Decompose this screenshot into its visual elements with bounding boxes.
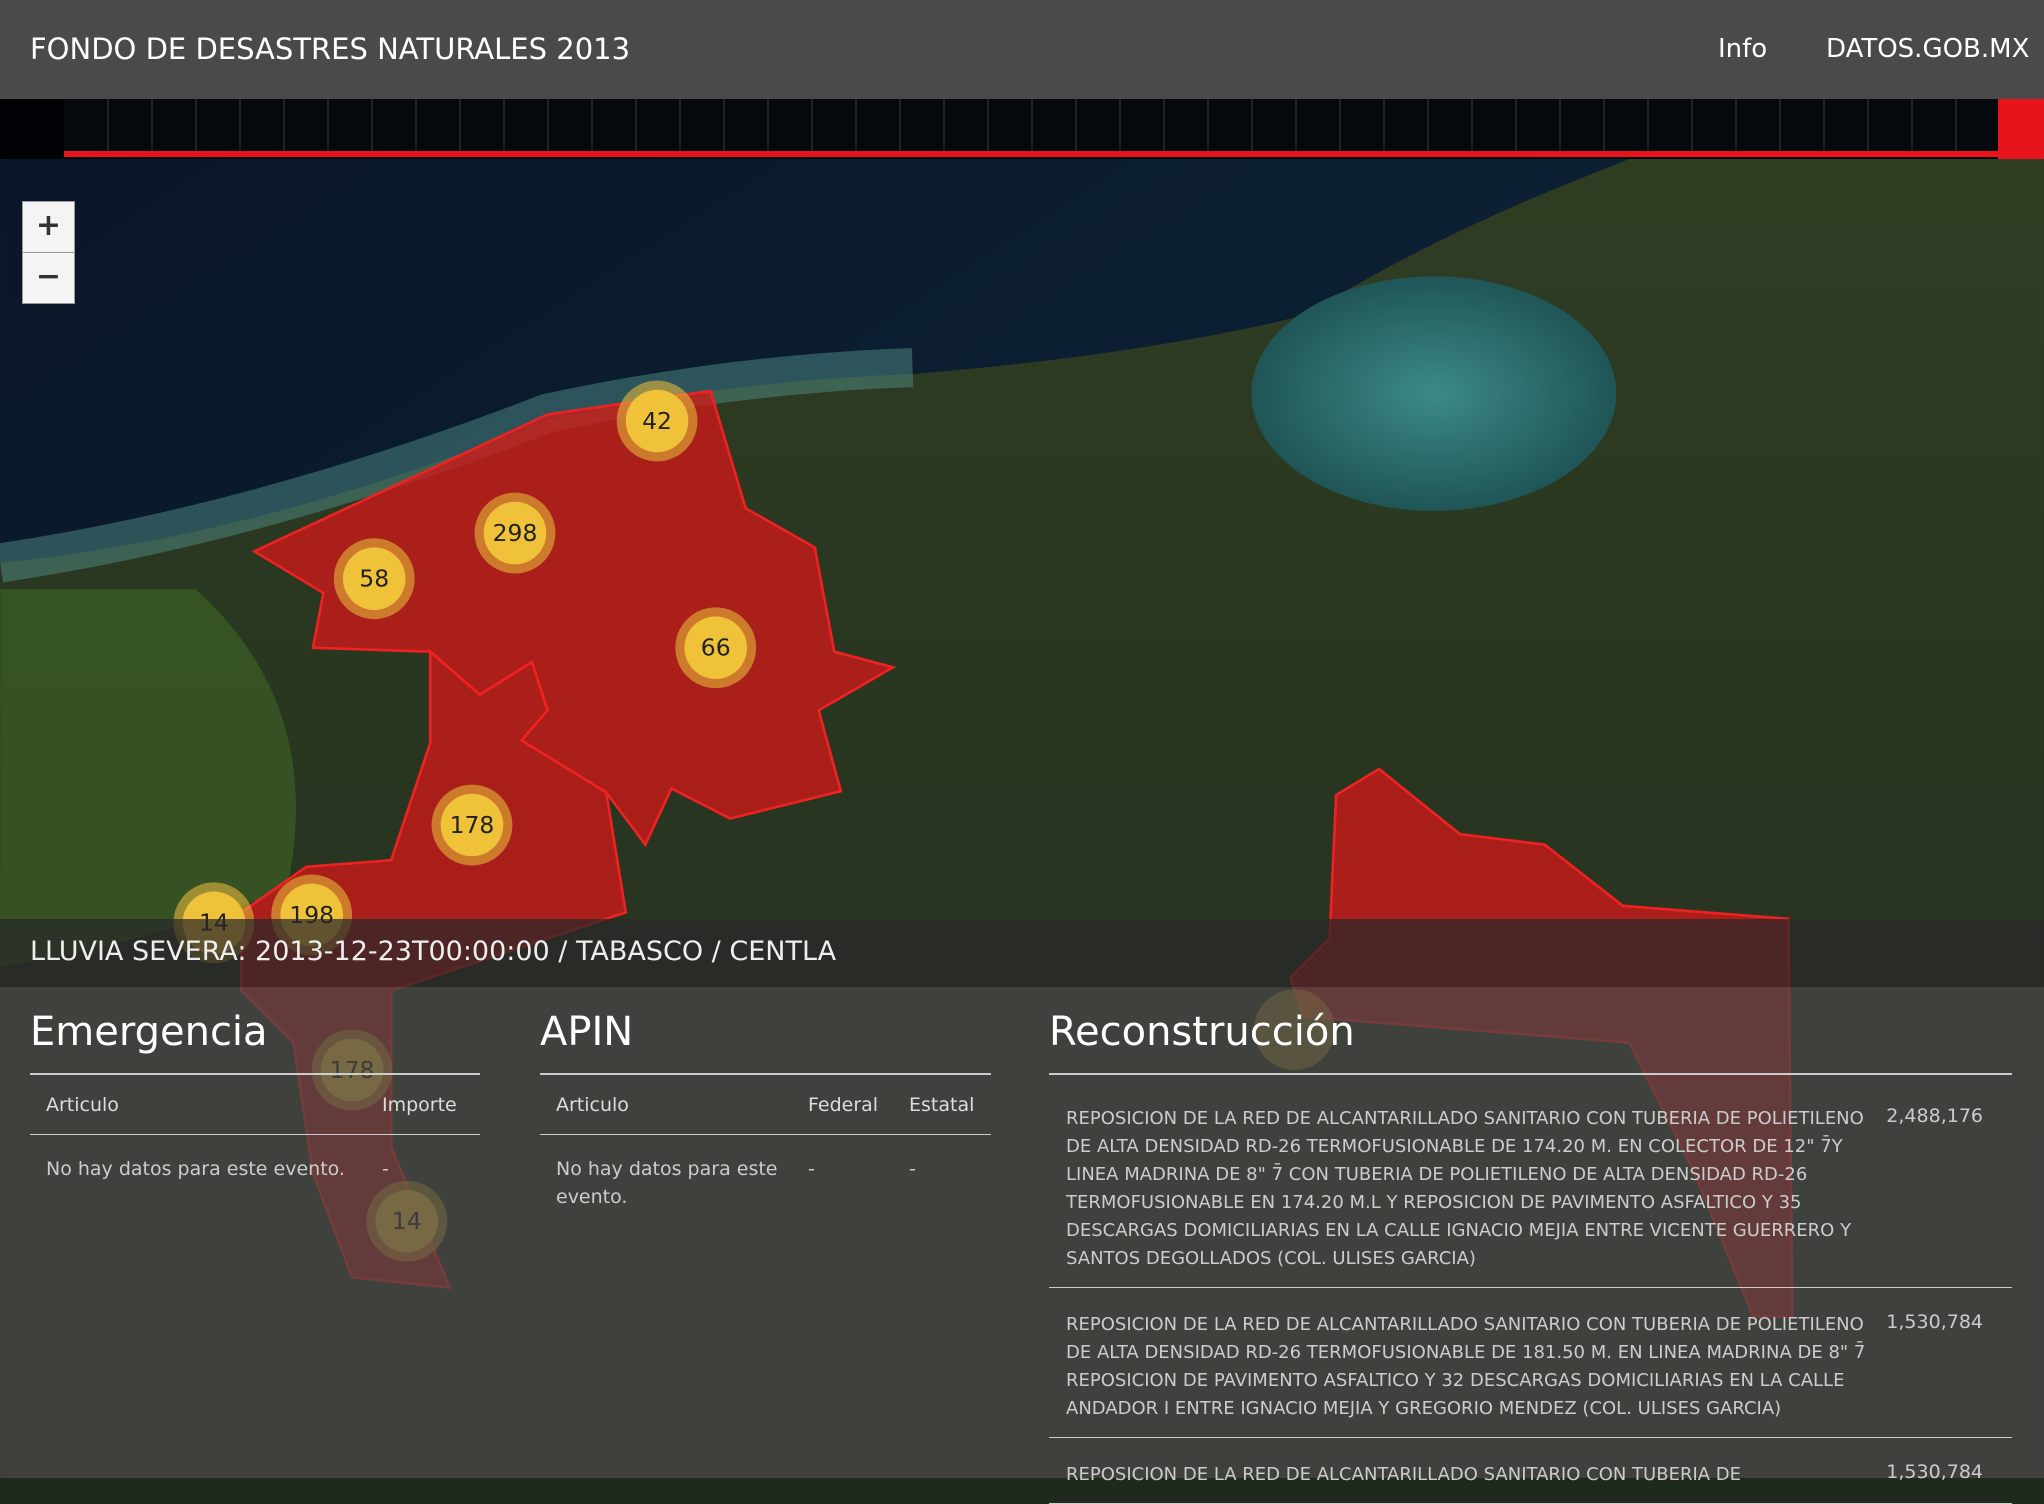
empty-message: No hay datos para este evento.	[556, 1158, 778, 1208]
rule	[1049, 1287, 2012, 1288]
coast	[0, 347, 914, 583]
cluster-count: 42	[642, 407, 672, 435]
cell: -	[909, 1158, 916, 1180]
cluster-count: 66	[701, 634, 731, 662]
event-bar: LLUVIA SEVERA: 2013-12-23T00:00:00 / TAB…	[0, 919, 2044, 987]
timeline-current[interactable]	[1998, 99, 2044, 159]
cluster-count: 178	[450, 811, 495, 839]
cell: -	[808, 1158, 815, 1180]
rule	[540, 1134, 991, 1135]
column-header: Estatal	[909, 1094, 975, 1116]
panel-title: Emergencia	[30, 1009, 268, 1055]
zoom-out[interactable]: −	[22, 252, 75, 304]
rule	[1049, 1073, 2012, 1075]
row-text: REPOSICION DE LA RED DE ALCANTARILLADO S…	[1066, 1314, 1866, 1419]
rule	[540, 1073, 991, 1075]
rule	[30, 1134, 480, 1135]
column-header: Articulo	[46, 1094, 119, 1116]
event-label: LLUVIA SEVERA: 2013-12-23T00:00:00 / TAB…	[30, 936, 837, 967]
timeline-progress	[64, 151, 1998, 157]
cluster-count: 298	[493, 519, 538, 547]
row-amount: 1,530,784	[1886, 1311, 1983, 1333]
rule	[1049, 1437, 2012, 1438]
zoom-in[interactable]: +	[22, 201, 75, 253]
cluster-count: 58	[359, 565, 389, 593]
row-amount: 1,530,784	[1886, 1461, 1983, 1483]
empty-message: No hay datos para este evento.	[46, 1158, 345, 1180]
cluster[interactable]	[625, 389, 689, 453]
cell: -	[382, 1158, 389, 1180]
cluster[interactable]	[483, 501, 547, 565]
panels: Emergencia Articulo Importe No hay datos…	[0, 987, 2044, 1504]
row-text: REPOSICION DE LA RED DE ALCANTARILLADO S…	[1066, 1464, 1742, 1485]
cluster[interactable]	[684, 616, 747, 680]
row-text: REPOSICION DE LA RED DE ALCANTARILLADO S…	[1066, 1108, 1864, 1269]
header: FONDO DE DESASTRES NATURALES 2013 Info D…	[0, 0, 2044, 99]
column-header: Articulo	[556, 1094, 629, 1116]
nav-info[interactable]: Info	[1718, 34, 1768, 64]
panel-title: APIN	[540, 1009, 634, 1055]
nav-datos[interactable]: DATOS.GOB.MX	[1826, 34, 2030, 64]
green-area	[0, 589, 296, 968]
timeline[interactable]	[0, 99, 2044, 159]
rule	[30, 1073, 480, 1075]
cluster[interactable]	[440, 793, 504, 857]
cluster[interactable]	[342, 547, 406, 610]
panel-title: Reconstrucción	[1049, 1009, 1355, 1055]
app-title: FONDO DE DESASTRES NATURALES 2013	[30, 32, 631, 66]
column-header: Federal	[808, 1094, 879, 1116]
column-header: Importe	[382, 1094, 457, 1116]
row-amount: 2,488,176	[1886, 1105, 1983, 1127]
lagoon	[1251, 276, 1617, 511]
timeline-start	[0, 99, 64, 159]
